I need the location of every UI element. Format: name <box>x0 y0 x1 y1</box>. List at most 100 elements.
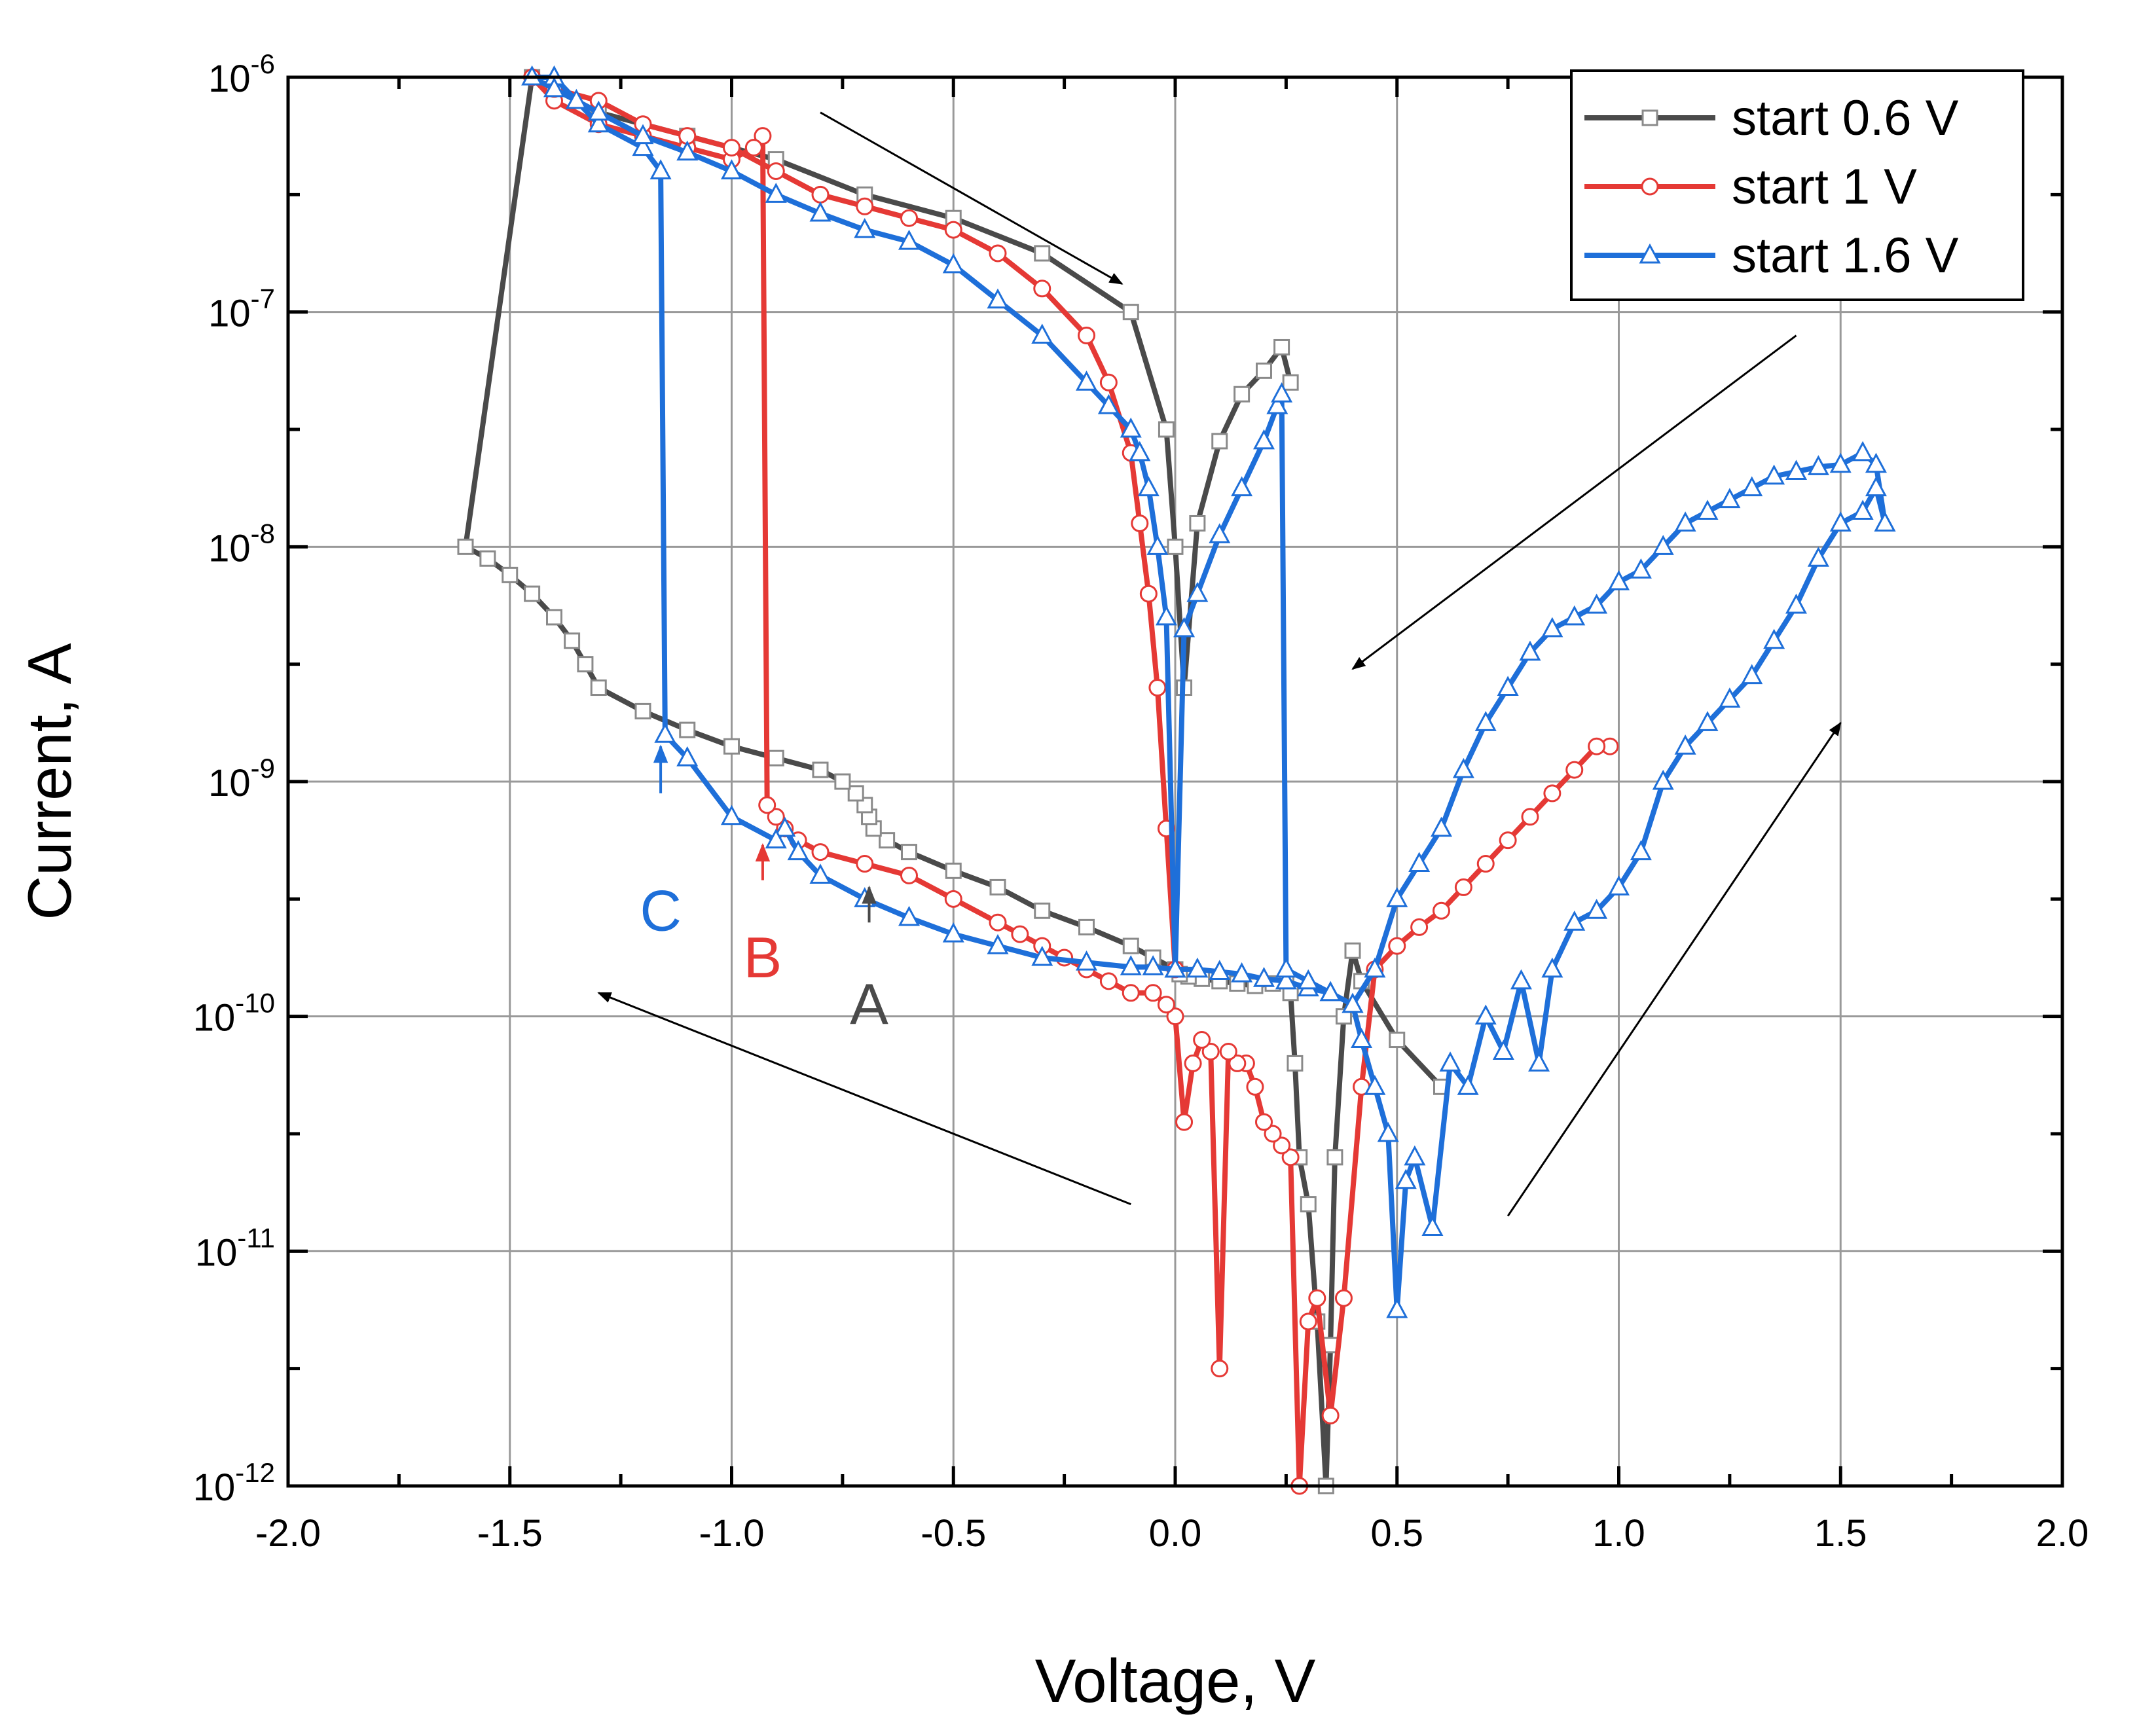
data-point-triangle <box>1541 617 1563 638</box>
data-point-triangle <box>1639 243 1661 264</box>
data-point-triangle <box>1075 371 1098 391</box>
data-point-square <box>1122 937 1139 954</box>
data-point-circle <box>900 209 918 227</box>
data-point-triangle <box>1874 511 1896 532</box>
data-point-triangle <box>654 723 676 743</box>
data-point-circle <box>1157 996 1175 1014</box>
data-point-triangle <box>809 863 831 884</box>
data-point-square <box>901 844 917 861</box>
legend-item: start 1 V <box>1584 159 1917 215</box>
data-point-square <box>945 862 962 879</box>
data-point-circle <box>1321 1406 1340 1424</box>
data-point-triangle <box>1607 875 1630 895</box>
data-point-triangle <box>1386 887 1408 907</box>
data-point-circle <box>1454 878 1472 896</box>
data-point-triangle <box>987 933 1009 954</box>
data-point-circle <box>1641 177 1659 196</box>
y-tick-label: 10-12 <box>193 1457 275 1509</box>
data-point-triangle <box>1209 523 1231 543</box>
data-point-triangle <box>1364 1075 1386 1095</box>
legend-item: start 1.6 V <box>1584 228 1959 283</box>
data-point-triangle <box>632 124 654 145</box>
data-point-triangle <box>1865 452 1887 473</box>
data-point-triangle <box>587 100 610 121</box>
data-point-triangle <box>543 77 566 98</box>
data-point-circle <box>1299 1312 1317 1331</box>
data-point-triangle <box>1231 476 1253 497</box>
data-point-circle <box>1011 925 1029 943</box>
direction-arrows <box>597 111 1842 1217</box>
data-point-triangle <box>1807 547 1829 567</box>
data-point-circle <box>1543 784 1562 803</box>
data-point-circle <box>1211 1360 1229 1378</box>
x-tick-label: 0.0 <box>1149 1512 1202 1555</box>
data-point-circle <box>1219 1042 1237 1060</box>
data-point-square <box>834 773 851 790</box>
sweep-direction-arrow <box>597 992 1131 1205</box>
data-point-triangle <box>1785 593 1808 614</box>
data-point-circle <box>723 139 740 157</box>
data-point-triangle <box>1404 1145 1426 1166</box>
data-point-triangle <box>1275 969 1297 990</box>
data-point-triangle <box>1763 628 1785 649</box>
data-point-square <box>1158 421 1175 438</box>
data-point-triangle <box>720 805 743 825</box>
data-point-circle <box>944 890 962 908</box>
data-point-triangle <box>1528 1051 1550 1072</box>
data-point-triangle <box>1120 417 1142 438</box>
legend-item: start 0.6 V <box>1584 90 1959 146</box>
data-point-triangle <box>1142 955 1164 975</box>
y-tick-label: 10-8 <box>208 518 275 570</box>
data-point-square <box>1287 1055 1304 1072</box>
data-point-triangle <box>1075 950 1098 971</box>
data-point-square <box>1034 902 1051 919</box>
data-point-triangle <box>1607 570 1630 590</box>
data-point-triangle <box>774 816 796 837</box>
data-point-square <box>1189 515 1206 532</box>
legend-label: start 1 V <box>1732 159 1917 215</box>
data-point-triangle <box>1852 441 1874 461</box>
data-point-square <box>1326 1149 1343 1166</box>
data-point-triangle <box>587 112 610 133</box>
data-point-triangle <box>1497 676 1519 696</box>
data-point-triangle <box>1563 911 1586 931</box>
data-point-square <box>1256 362 1272 379</box>
data-point-triangle <box>720 159 743 179</box>
y-tick-label: 10-7 <box>208 283 275 335</box>
data-point-square <box>1078 918 1095 935</box>
data-point-triangle <box>809 201 831 222</box>
data-point-square <box>847 785 864 802</box>
data-point-triangle <box>1763 464 1785 485</box>
data-point-triangle <box>1696 499 1719 520</box>
data-point-triangle <box>1231 962 1253 983</box>
data-point-square <box>989 878 1006 895</box>
data-point-triangle <box>1452 757 1474 778</box>
data-point-triangle <box>1297 969 1319 990</box>
data-point-square <box>1273 338 1290 355</box>
data-point-triangle <box>1541 957 1563 978</box>
data-point-circle <box>1166 1007 1184 1026</box>
legend-label: start 0.6 V <box>1732 90 1959 146</box>
data-point-triangle <box>1807 455 1829 475</box>
data-point-triangle <box>942 922 964 943</box>
data-point-circle <box>1588 737 1606 755</box>
data-point-triangle <box>1031 323 1053 344</box>
data-point-circle <box>811 843 830 861</box>
data-point-square <box>767 750 784 767</box>
x-tick-label: 0.5 <box>1370 1512 1423 1555</box>
data-point-circle <box>1334 1289 1353 1307</box>
data-point-square <box>879 832 896 849</box>
data-point-square <box>1641 109 1658 126</box>
data-point-square <box>1211 433 1228 450</box>
data-point-circle <box>1201 1042 1220 1060</box>
y-tick-label: 10-9 <box>208 753 275 805</box>
data-point-triangle <box>1630 840 1652 861</box>
data-point-triangle <box>854 217 876 238</box>
data-point-triangle <box>1271 382 1293 403</box>
data-point-triangle <box>1137 476 1160 497</box>
legend: start 0.6 V start 1 V start 1.6 V <box>1570 69 2024 301</box>
data-point-triangle <box>1674 511 1696 532</box>
data-point-triangle <box>565 88 587 109</box>
data-point-circle <box>811 185 830 204</box>
